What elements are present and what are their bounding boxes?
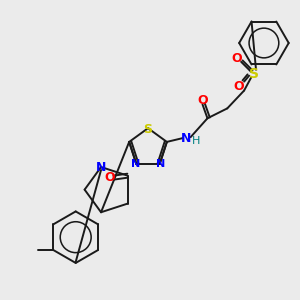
Text: N: N xyxy=(131,159,140,169)
Text: N: N xyxy=(156,159,165,169)
Text: S: S xyxy=(249,67,259,81)
Text: N: N xyxy=(96,160,106,173)
Text: H: H xyxy=(191,136,200,146)
Text: O: O xyxy=(234,80,244,93)
Text: N: N xyxy=(181,132,191,145)
Text: S: S xyxy=(143,123,152,136)
Text: O: O xyxy=(104,171,115,184)
Text: O: O xyxy=(231,52,242,65)
Text: O: O xyxy=(197,94,208,107)
